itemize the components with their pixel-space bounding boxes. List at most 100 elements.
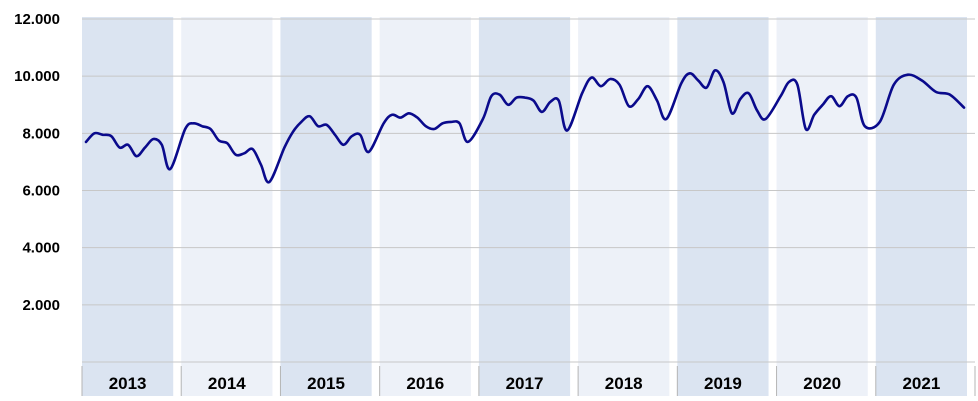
year-band-2021 <box>875 17 967 396</box>
data-point <box>144 146 146 148</box>
year-band-2013 <box>82 17 174 396</box>
data-point <box>317 125 319 127</box>
year-label-2019: 2019 <box>704 374 742 393</box>
data-point <box>218 139 220 141</box>
data-point <box>689 72 691 74</box>
y-tick-label: 6.000 <box>22 183 60 200</box>
y-tick-label: 10.000 <box>14 68 60 85</box>
y-tick-label: 8.000 <box>22 125 60 142</box>
data-point <box>102 134 104 136</box>
data-point <box>515 96 517 98</box>
data-point <box>342 144 344 146</box>
data-point <box>722 81 724 83</box>
data-point <box>93 132 95 134</box>
data-point <box>260 164 262 166</box>
series-layer <box>84 69 966 184</box>
year-band-2014 <box>181 17 273 396</box>
data-point <box>637 98 639 100</box>
data-point <box>458 122 460 124</box>
data-point <box>399 116 401 118</box>
data-point <box>192 122 194 124</box>
data-point <box>127 144 129 146</box>
x-axis-year-labels: 2013 2014 2015 2016 2017 2018 2019 2020 2021 <box>81 366 976 396</box>
year-band-2017 <box>478 17 571 396</box>
data-point <box>408 112 410 114</box>
data-point <box>482 118 484 120</box>
data-point <box>450 121 452 123</box>
data-point <box>847 95 849 97</box>
data-point <box>838 105 840 107</box>
data-point <box>425 125 427 127</box>
data-point <box>309 115 311 117</box>
data-point <box>796 84 798 86</box>
data-point <box>788 81 790 83</box>
year-band-2020 <box>776 17 868 396</box>
data-point <box>822 104 824 106</box>
data-point <box>368 151 370 153</box>
data-point <box>499 94 501 96</box>
y-tick-label: 2.000 <box>22 297 60 314</box>
data-point <box>566 129 568 131</box>
data-point <box>618 84 620 86</box>
data-point <box>705 86 707 88</box>
data-point <box>907 74 909 76</box>
data-point <box>600 85 602 87</box>
year-label-2020: 2020 <box>803 374 841 393</box>
data-point <box>209 128 211 130</box>
data-point <box>764 118 766 120</box>
data-point <box>351 135 353 137</box>
data-point <box>590 76 592 78</box>
data-point <box>558 99 560 101</box>
data-point <box>184 128 186 130</box>
data-point <box>656 99 658 101</box>
data-point <box>334 134 336 136</box>
data-point <box>879 121 881 123</box>
data-point <box>383 122 385 124</box>
year-label-2018: 2018 <box>605 374 643 393</box>
data-point <box>646 85 648 87</box>
data-point <box>268 181 270 183</box>
data-point <box>325 124 327 126</box>
data-point <box>830 95 832 97</box>
data-point <box>119 146 121 148</box>
year-label-2013: 2013 <box>109 374 147 393</box>
data-point <box>963 106 965 108</box>
data-point <box>665 118 667 120</box>
data-point <box>441 122 443 124</box>
data-point <box>135 155 137 157</box>
data-point <box>935 91 937 93</box>
data-point <box>779 95 781 97</box>
data-point <box>549 101 551 103</box>
year-bands <box>82 17 967 396</box>
year-label-2014: 2014 <box>208 374 246 393</box>
data-point <box>524 96 526 98</box>
data-point <box>541 111 543 113</box>
data-point <box>628 105 630 107</box>
year-label-2017: 2017 <box>506 374 544 393</box>
data-point <box>532 99 534 101</box>
y-tick-label: 4.000 <box>22 240 60 257</box>
year-label-2021: 2021 <box>902 374 940 393</box>
data-point <box>283 146 285 148</box>
data-point <box>697 79 699 81</box>
data-point <box>731 112 733 114</box>
data-point <box>235 154 237 156</box>
year-band-2015 <box>280 17 372 396</box>
data-point <box>85 141 87 143</box>
data-point <box>739 98 741 100</box>
data-point <box>609 78 611 80</box>
data-point <box>490 95 492 97</box>
year-label-2015: 2015 <box>307 374 345 393</box>
data-point <box>467 141 469 143</box>
data-point <box>169 168 171 170</box>
year-label-2016: 2016 <box>406 374 444 393</box>
data-point <box>152 138 154 140</box>
data-point <box>433 128 435 130</box>
data-point <box>581 92 583 94</box>
y-axis: 2.000 4.000 6.000 8.000 10.000 12.000 <box>14 11 60 314</box>
data-point <box>292 131 294 133</box>
data-point <box>161 144 163 146</box>
data-point <box>201 125 203 127</box>
data-point <box>748 92 750 94</box>
